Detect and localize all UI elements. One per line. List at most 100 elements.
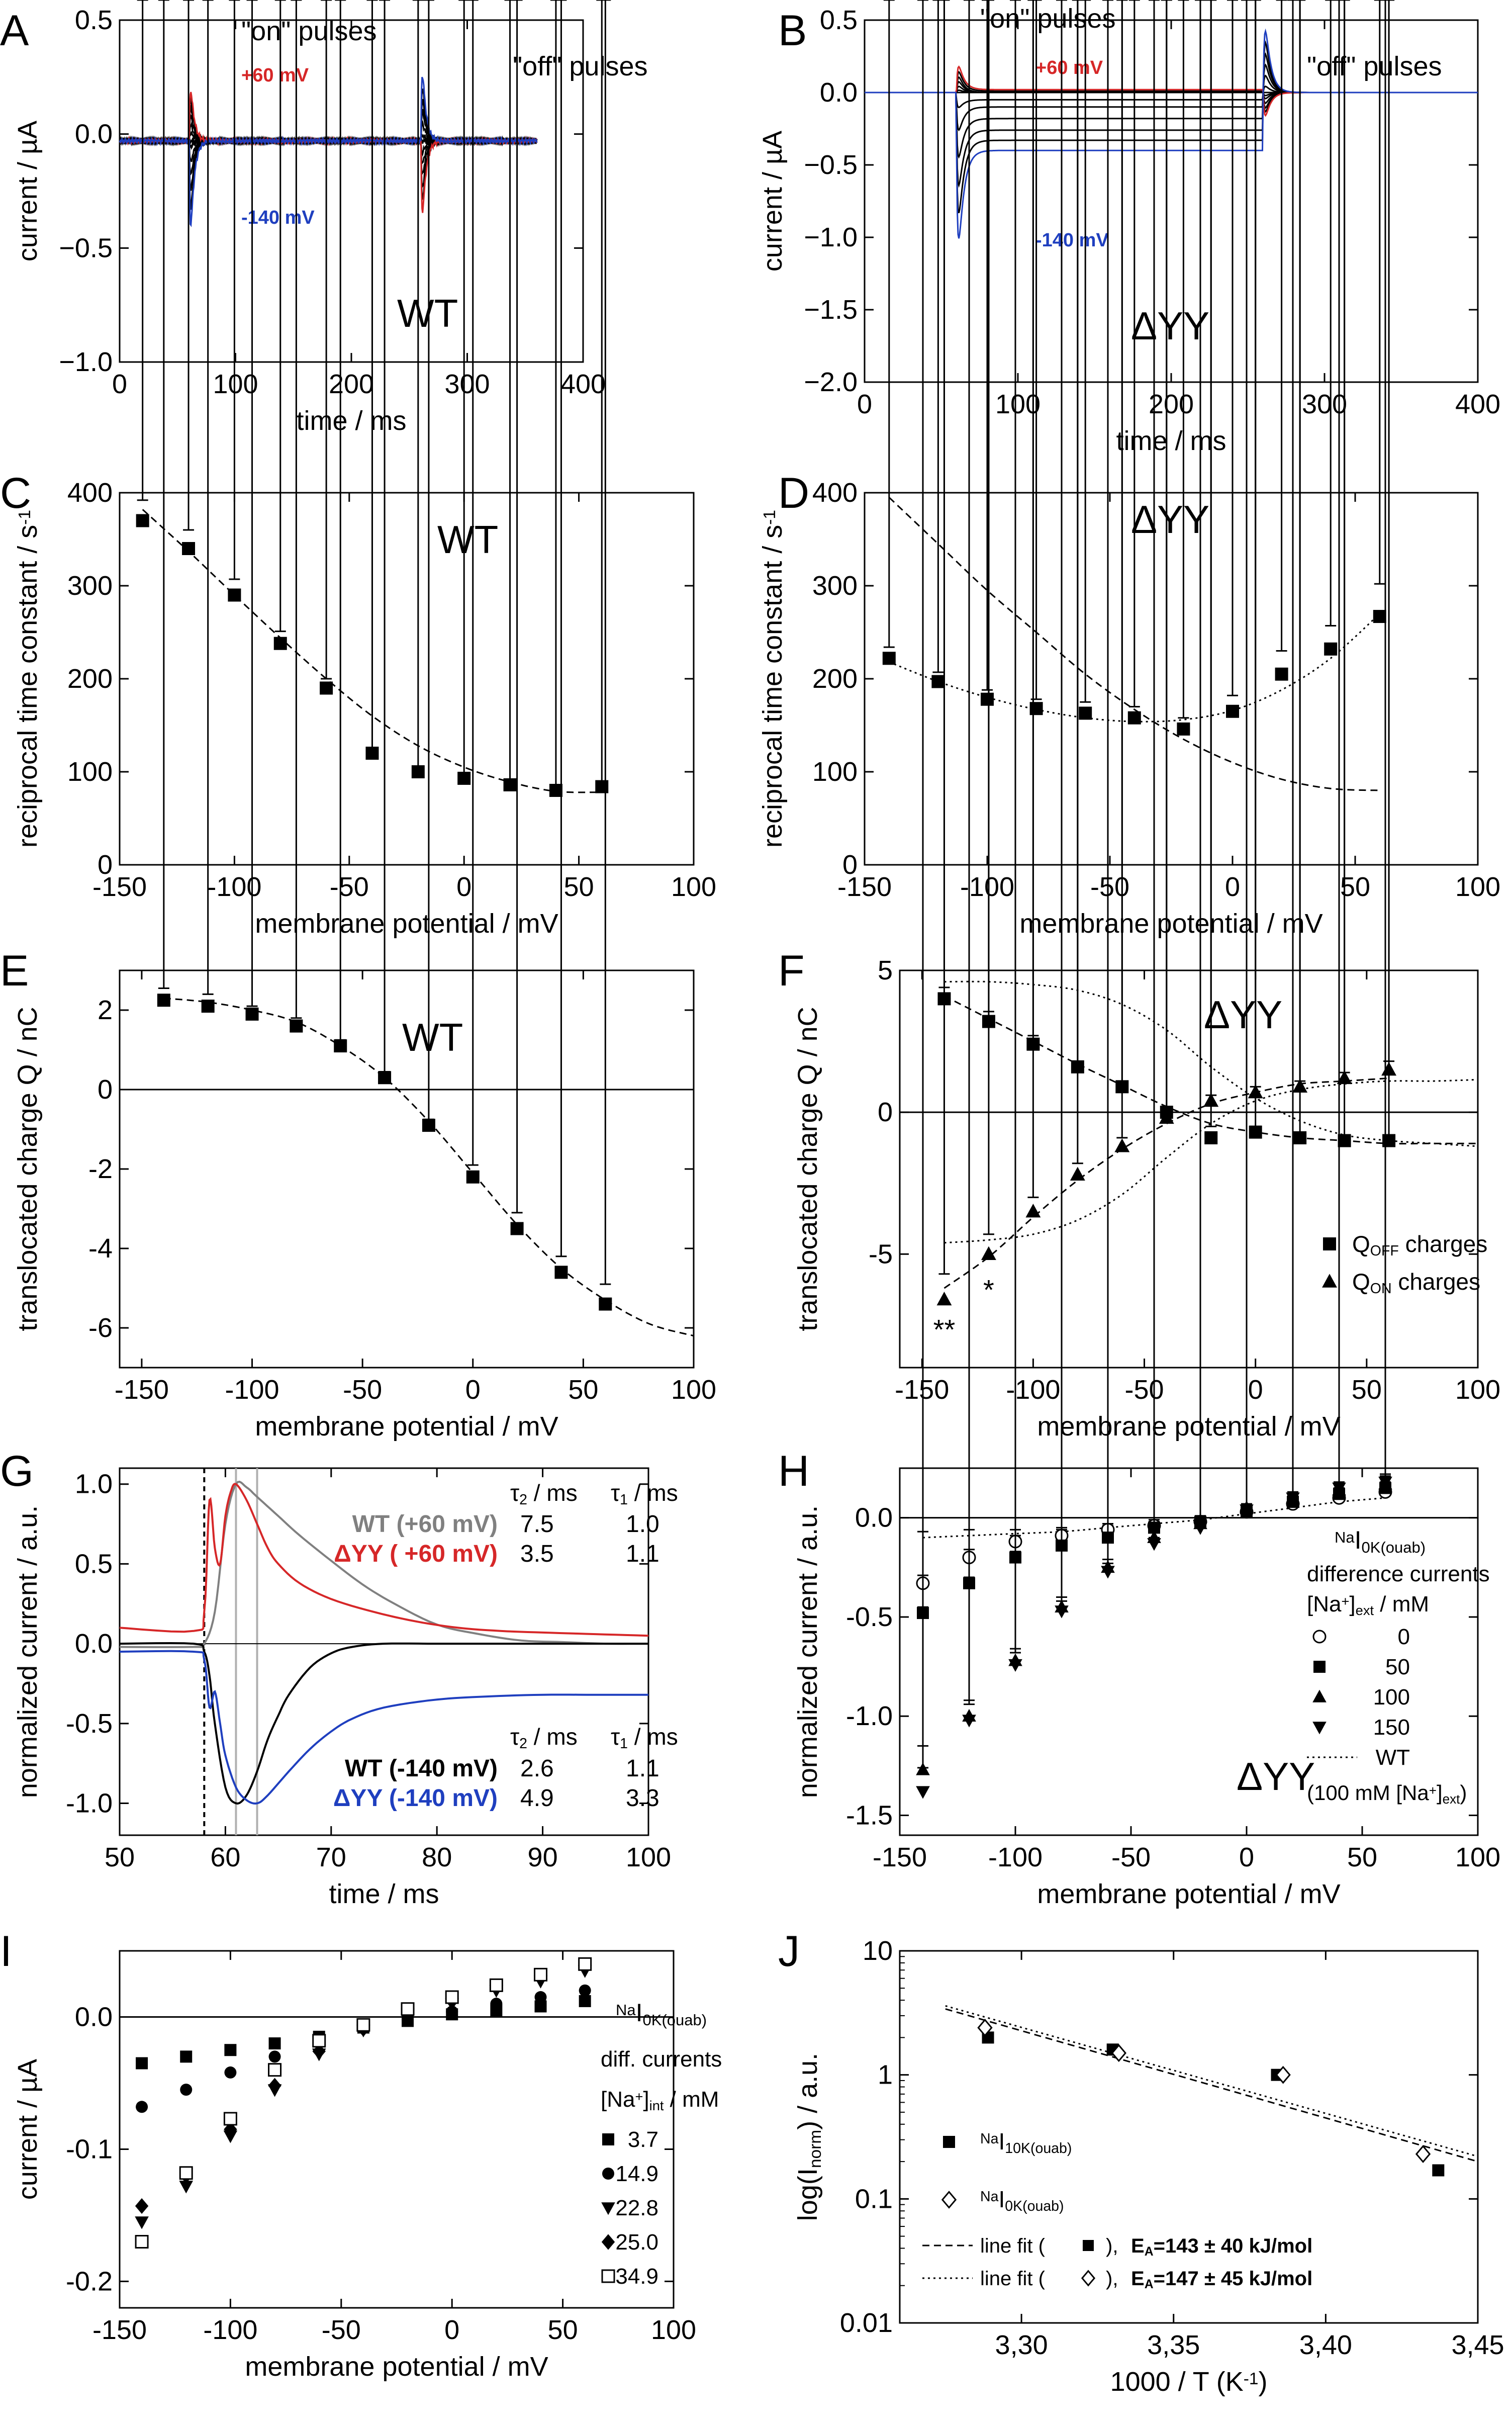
text-span: Na (980, 2131, 999, 2147)
y-tick-label: -0.1 (66, 2134, 113, 2164)
y-axis-label: translocated charge Q / nC (13, 1007, 43, 1331)
text-span: OFF (1370, 1243, 1399, 1259)
panel-label: WT (397, 291, 458, 335)
data-point (201, 1000, 215, 1013)
x-tick-label: -100 (207, 872, 261, 902)
data-point (1292, 1078, 1308, 1093)
x-axis-label: membrane potential / mV (1019, 909, 1322, 939)
y-tick-label: 0 (98, 1074, 113, 1105)
x-tick-label: -50 (1111, 1842, 1151, 1872)
legend-marker (602, 2168, 614, 2180)
text-span: 2 (519, 1492, 527, 1508)
trace-label: ΔYY (-140 mV) (333, 1785, 498, 1812)
x-tick-label: -100 (960, 872, 1014, 902)
y-tick-label: 1.0 (75, 1469, 113, 1499)
tau1-header: τ1 / ms (611, 1724, 678, 1752)
y-axis-label: reciprocal time constant / s-1 (758, 510, 788, 848)
legend-title: NaI0K(ouab) (616, 1999, 707, 2029)
text-span: / ms (628, 1724, 678, 1750)
data-point (489, 1978, 503, 1992)
text-span: charges (1399, 1231, 1487, 1257)
x-tick-label: -100 (225, 1375, 279, 1405)
y-tick-label: 0.5 (75, 5, 113, 35)
panel-letter-d: D (778, 469, 809, 517)
x-axis-label: time / ms (329, 1879, 439, 1909)
legend-marker (601, 2202, 615, 2215)
data-point (549, 784, 562, 797)
data-point (1177, 722, 1190, 736)
y-axis-label: current / µA (13, 121, 43, 261)
text-span: (100 mM [Na (1307, 1781, 1429, 1805)
data-point (916, 1762, 930, 1775)
text-span: [Na (601, 2087, 635, 2112)
text-span: 1 (620, 1736, 628, 1752)
data-point (411, 765, 425, 778)
text-span: ON (1370, 1281, 1392, 1297)
panel-label: WT (402, 1015, 463, 1059)
tau2-value: 4.9 (520, 1785, 554, 1812)
tau2-header: τ2 / ms (510, 1724, 578, 1752)
legend-marker (1312, 1722, 1327, 1735)
x-tick-label: -150 (92, 2315, 147, 2345)
x-tick-label: 0 (1225, 872, 1240, 902)
legend-label: QOFF charges (1352, 1231, 1487, 1259)
current-trace (119, 105, 538, 190)
legend-label: ), (1106, 2235, 1118, 2257)
panel-letter-c: C (0, 469, 31, 517)
data-point (1373, 610, 1386, 623)
data-point (599, 1297, 612, 1311)
x-tick-label: -100 (203, 2315, 257, 2345)
y-tick-label: 300 (812, 571, 858, 601)
x-tick-label: 0 (1248, 1375, 1263, 1405)
legend-label: 14.9 (615, 2162, 658, 2186)
data-point (446, 2005, 458, 2018)
panel-label: ΔYY (1131, 497, 1209, 542)
text-span: -1 (1244, 2370, 1259, 2388)
fit-line (945, 2008, 1478, 2163)
tau2-value: 3.5 (520, 1541, 554, 1567)
data-point (1114, 1138, 1130, 1152)
x-tick-label: 50 (1352, 1375, 1382, 1405)
x-tick-label: -150 (873, 1842, 927, 1872)
legend-label: NaI10K(ouab) (980, 2128, 1072, 2156)
text-span: reciprocal time constant / s (13, 525, 43, 848)
data-point (1293, 1131, 1307, 1144)
x-tick-label: 100 (213, 369, 258, 399)
data-point (1338, 1134, 1351, 1147)
trace-label: ΔYY ( +60 mV) (334, 1541, 498, 1567)
text-span: ext (1356, 1602, 1374, 1618)
data-point (1025, 1204, 1041, 1218)
x-tick-label: 60 (210, 1842, 240, 1872)
data-point (157, 994, 170, 1007)
current-trace (119, 88, 537, 210)
y-tick-label: -0.5 (66, 1709, 113, 1739)
current-trace (865, 28, 1478, 239)
y-axis-label: reciprocal time constant / s-1 (13, 510, 43, 848)
text-span: Q (1352, 1231, 1370, 1257)
x-axis-label: membrane potential / mV (255, 909, 558, 939)
data-point (245, 1007, 259, 1021)
data-point (1008, 1659, 1022, 1672)
text-span: / ms (527, 1480, 578, 1506)
legend-marker (941, 2191, 957, 2209)
data-point (356, 2018, 370, 2032)
text-span: ] (1437, 1781, 1443, 1805)
tau1-value: 3.3 (626, 1785, 659, 1812)
legend-marker (1323, 1237, 1336, 1250)
text-span: I (998, 2128, 1005, 2154)
x-tick-label: 0 (444, 2315, 459, 2345)
data-point (179, 2166, 193, 2180)
data-point (1204, 1131, 1218, 1144)
y-tick-label: -1.0 (846, 1701, 893, 1731)
panel-h: -150 -100 -50 0 50 100-1.5-1.0-0.50.0membrane… (793, 0, 1500, 1909)
text-span: [Na (1307, 1592, 1342, 1616)
text-span: norm (806, 2130, 825, 2168)
legend-marker (1312, 1689, 1327, 1702)
data-point (457, 771, 471, 785)
y-tick-label: 200 (67, 664, 113, 694)
y-tick-label: 200 (812, 664, 858, 694)
panel-i: -150 -100 -50 0 50 100 -0.2 -0.1 0.0 membrane pot… (13, 1950, 722, 2382)
data-point (378, 1071, 392, 1085)
data-point (981, 1246, 996, 1260)
